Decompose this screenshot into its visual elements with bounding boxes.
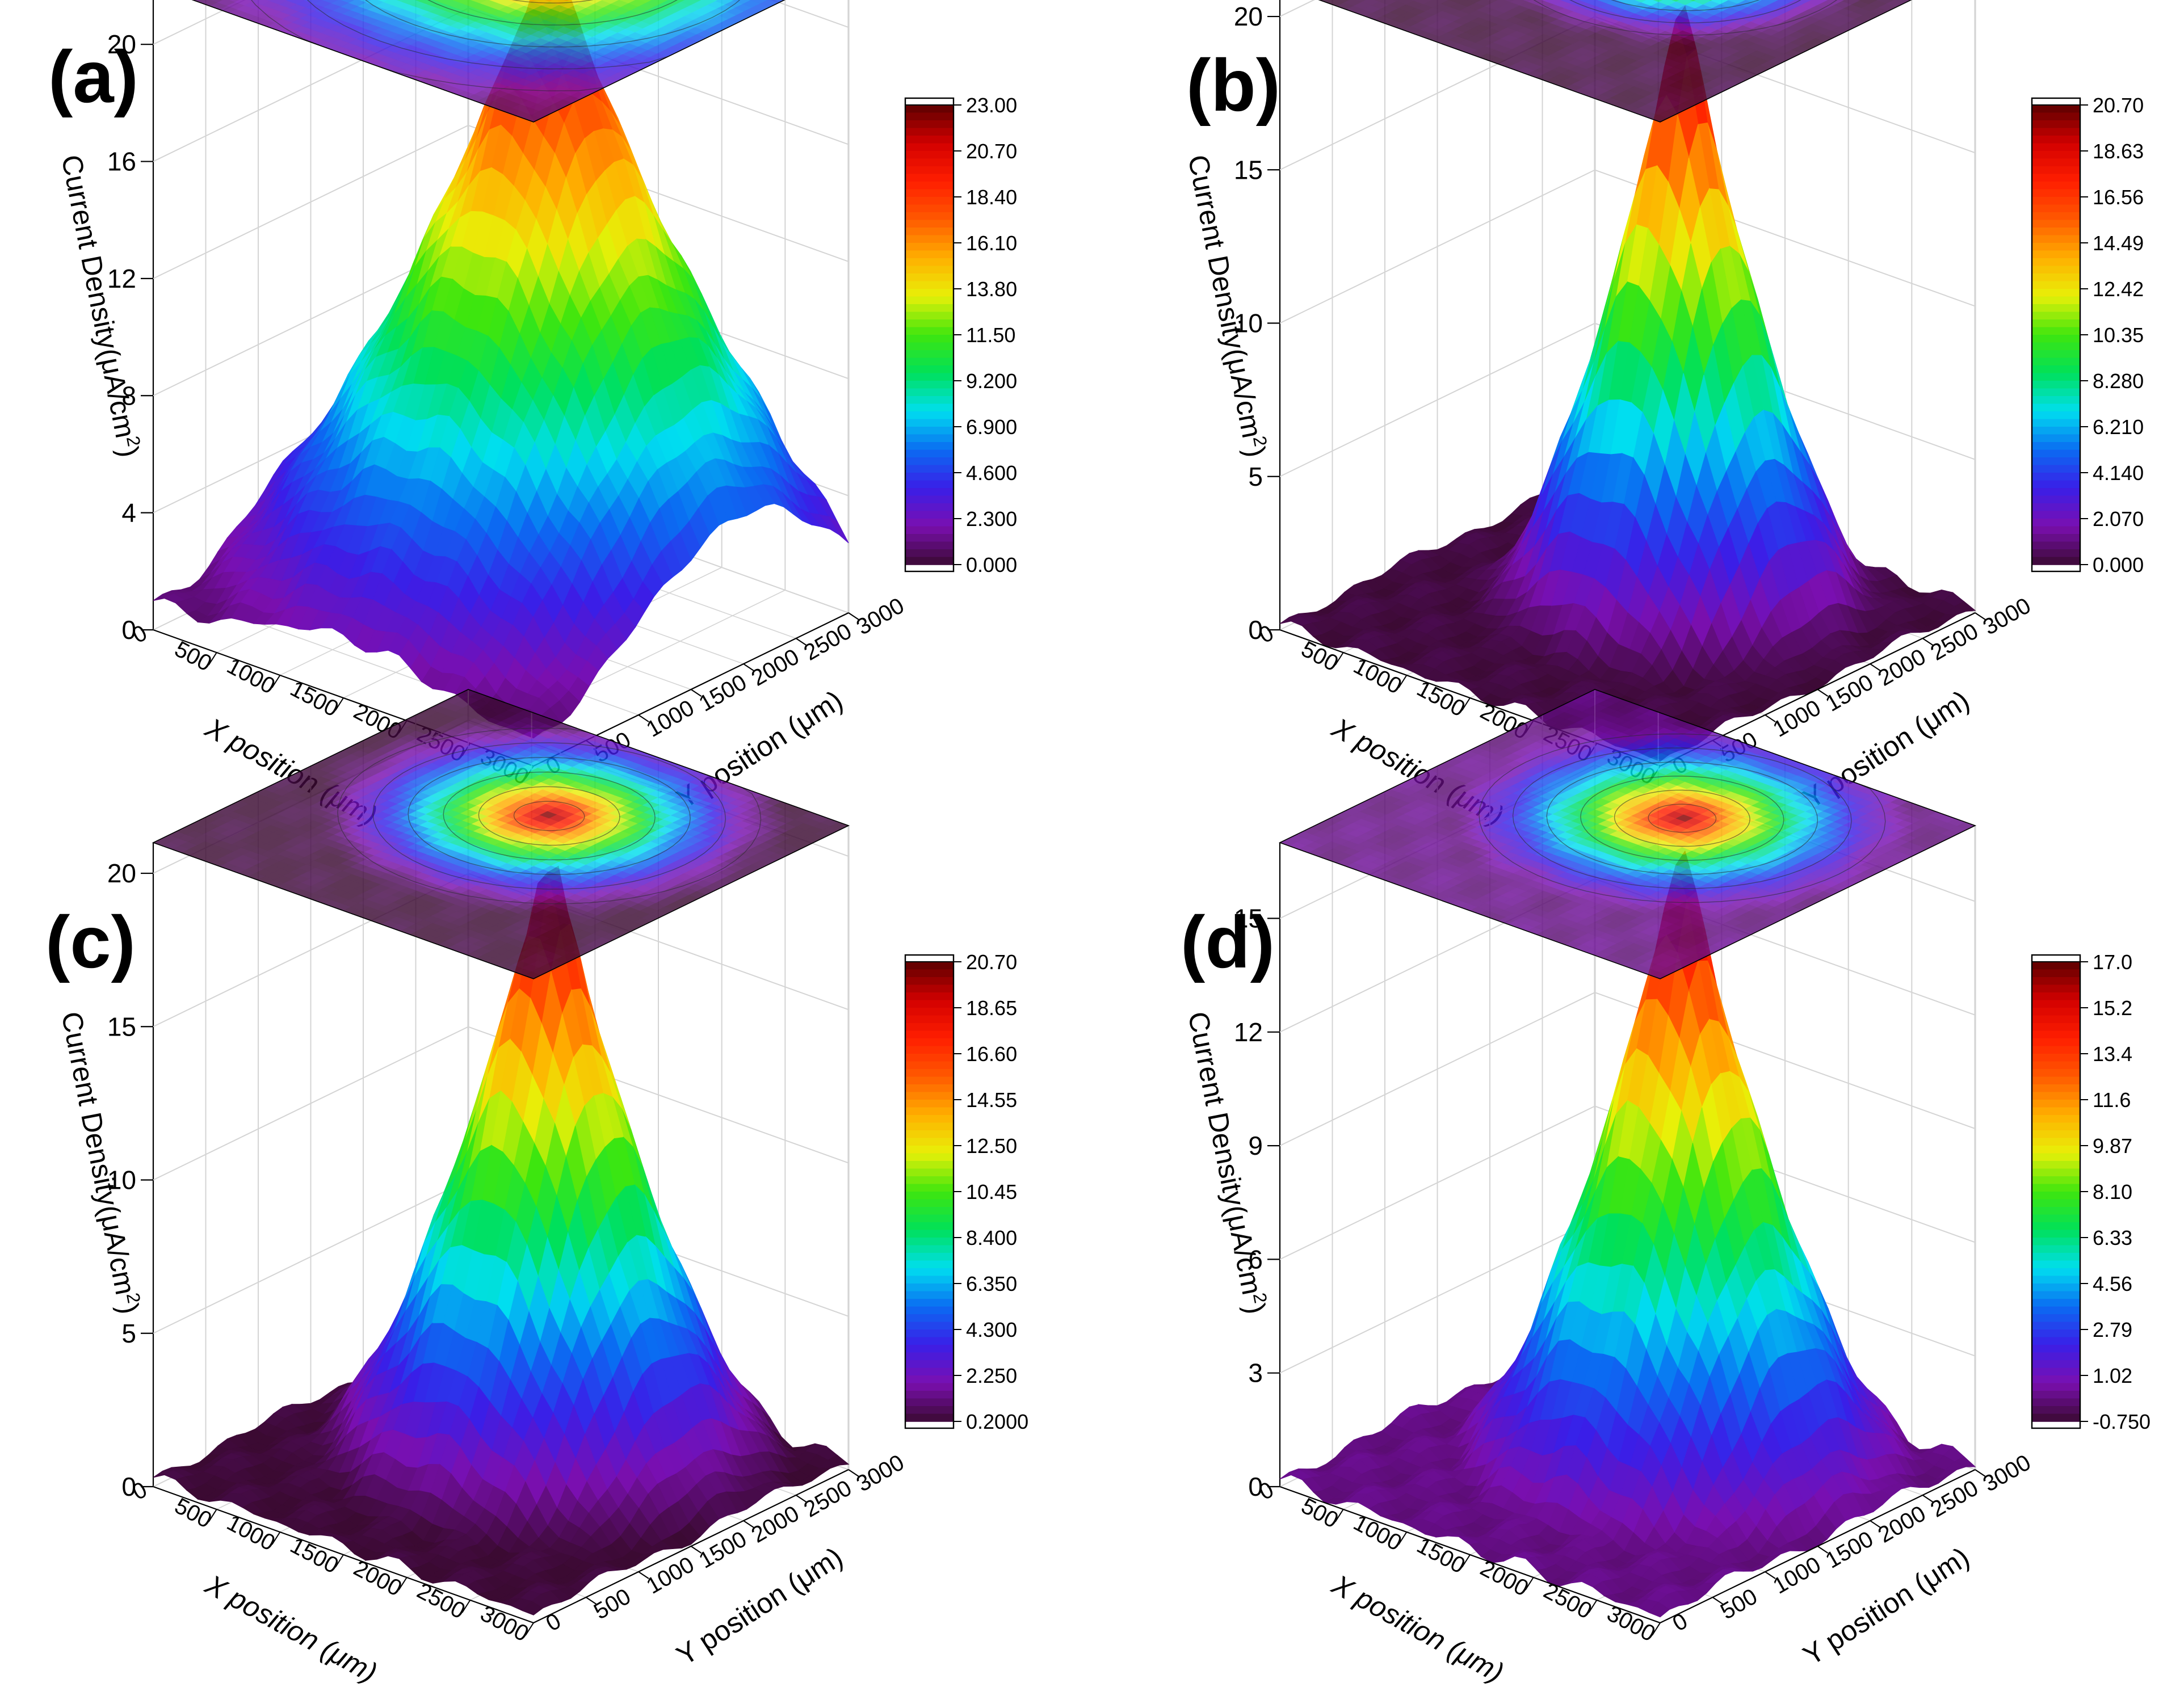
colorbar-segment [905, 136, 954, 144]
colorbar-segment [905, 228, 954, 236]
colorbar-segment [905, 289, 954, 297]
colorbar-segment [905, 503, 954, 512]
colorbar-segment [905, 189, 954, 197]
colorbar-segment [905, 541, 954, 550]
colorbar-segment [905, 128, 954, 136]
colorbar-segment [905, 327, 954, 335]
colorbar-segment [905, 304, 954, 313]
contour-projection [192, 0, 786, 123]
z-tick-label: 4 [121, 498, 136, 528]
colorbar-segment [905, 419, 954, 427]
colorbar-segment [905, 350, 954, 359]
surface-plot [153, 0, 849, 739]
colorbar-tick-label: 4.600 [966, 461, 1017, 485]
colorbar-segment [905, 449, 954, 458]
x-tick-label: 500 [171, 637, 216, 676]
colorbar-segment [905, 442, 954, 451]
colorbar-segment [905, 511, 954, 519]
colorbar-segment [905, 495, 954, 504]
colorbar-segment [905, 457, 954, 466]
colorbar-segment [905, 204, 954, 213]
colorbar-segment [905, 365, 954, 374]
colorbar-segment [905, 319, 954, 328]
colorbar-tick-label: 20.70 [966, 140, 1017, 163]
colorbar-segment [905, 120, 954, 129]
colorbar-segment [905, 220, 954, 228]
colorbar-segment [905, 427, 954, 435]
contour-projection [1318, 0, 1912, 123]
colorbar-segment [905, 105, 954, 113]
panel-label: (a) [48, 35, 138, 118]
colorbar-tick-label: 16.10 [966, 232, 1017, 255]
colorbar-segment [905, 258, 954, 267]
colorbar-segment [905, 212, 954, 221]
colorbar-segment [905, 519, 954, 527]
colorbar-tick-label: 11.50 [966, 323, 1015, 347]
y-tick-label: 1000 [642, 695, 699, 742]
colorbar-tick-label: 18.40 [966, 186, 1017, 209]
colorbar-segment [905, 174, 954, 182]
colorbar-segment [905, 388, 954, 397]
colorbar-segment [905, 281, 954, 289]
colorbar-segment [905, 143, 954, 152]
colorbar-segment [905, 557, 954, 565]
colorbar: 23.00 20.70 18.40 16.10 13.80 11.50 9.200 6.900… [904, 94, 1017, 577]
colorbar-segment [905, 112, 954, 121]
colorbar-segment [905, 182, 954, 190]
colorbar-tick-label: 23.00 [966, 94, 1017, 117]
y-tick-label: 2000 [747, 644, 804, 691]
colorbar-segment [905, 250, 954, 259]
colorbar-segment [905, 266, 954, 274]
colorbar-tick-label: 9.200 [966, 369, 1017, 393]
colorbar-segment [905, 197, 954, 205]
colorbar-segment [905, 243, 954, 251]
colorbar-segment [905, 488, 954, 496]
z-axis-label-main: Current Density(μA/cm [56, 152, 142, 440]
y-tick-label: 2500 [800, 618, 856, 666]
colorbar-tick-label: 0.000 [966, 553, 1017, 577]
colorbar-segment [905, 335, 954, 343]
colorbar-segment [905, 373, 954, 381]
x-tick-label: 1000 [223, 653, 279, 699]
z-tick-label: 16 [107, 147, 136, 176]
colorbar-segment [905, 534, 954, 542]
z-axis-label: Current Density(μA/cm2) [56, 152, 146, 460]
y-tick-label: 1500 [695, 670, 751, 717]
colorbar-tick-label: 2.300 [966, 507, 1017, 531]
colorbar-cap-top [905, 98, 954, 106]
colorbar-segment [905, 342, 954, 351]
colorbar-segment [905, 166, 954, 175]
x-tick-label: 1500 [286, 676, 342, 722]
colorbar-tick-label: 6.900 [966, 415, 1017, 439]
colorbar-segment [905, 526, 954, 535]
colorbar-segment [905, 158, 954, 167]
colorbar-segment [905, 312, 954, 320]
colorbar-segment [905, 549, 954, 558]
colorbar-segment [905, 296, 954, 305]
colorbar-segment [905, 235, 954, 243]
colorbar-segment [905, 151, 954, 159]
colorbar-segment [905, 411, 954, 420]
z-axis-label-close: ) [112, 444, 145, 460]
colorbar-segment [905, 357, 954, 366]
colorbar-segment [905, 403, 954, 412]
colorbar-segment [905, 434, 954, 443]
colorbar-segment [905, 480, 954, 489]
y-tick-label: 3000 [852, 593, 909, 640]
colorbar-segment [905, 473, 954, 481]
colorbar-segment [905, 465, 954, 473]
colorbar-segment [905, 381, 954, 389]
colorbar-tick-label: 13.80 [966, 277, 1017, 301]
colorbar-segment [905, 273, 954, 282]
colorbar-segment [905, 396, 954, 405]
